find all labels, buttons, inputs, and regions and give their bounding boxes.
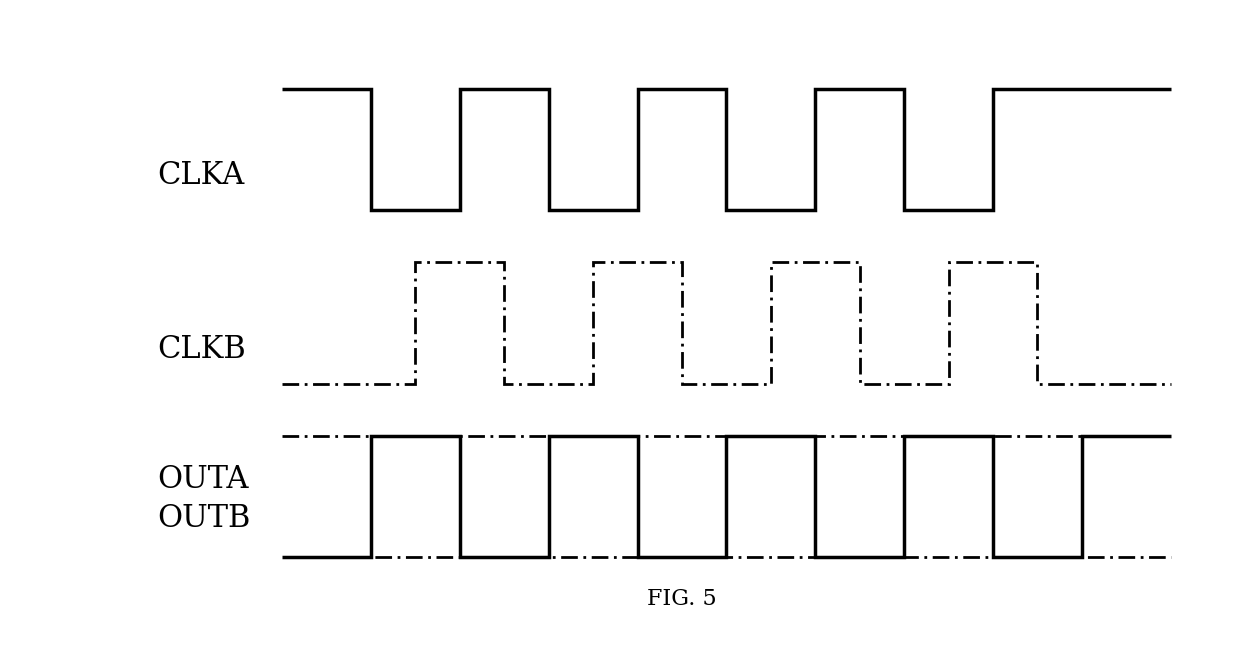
Text: OUTA: OUTA [157,464,249,495]
Text: OUTB: OUTB [157,503,250,534]
Text: CLKA: CLKA [157,160,246,191]
Text: FIG. 5: FIG. 5 [647,588,717,610]
Text: CLKB: CLKB [157,334,247,365]
